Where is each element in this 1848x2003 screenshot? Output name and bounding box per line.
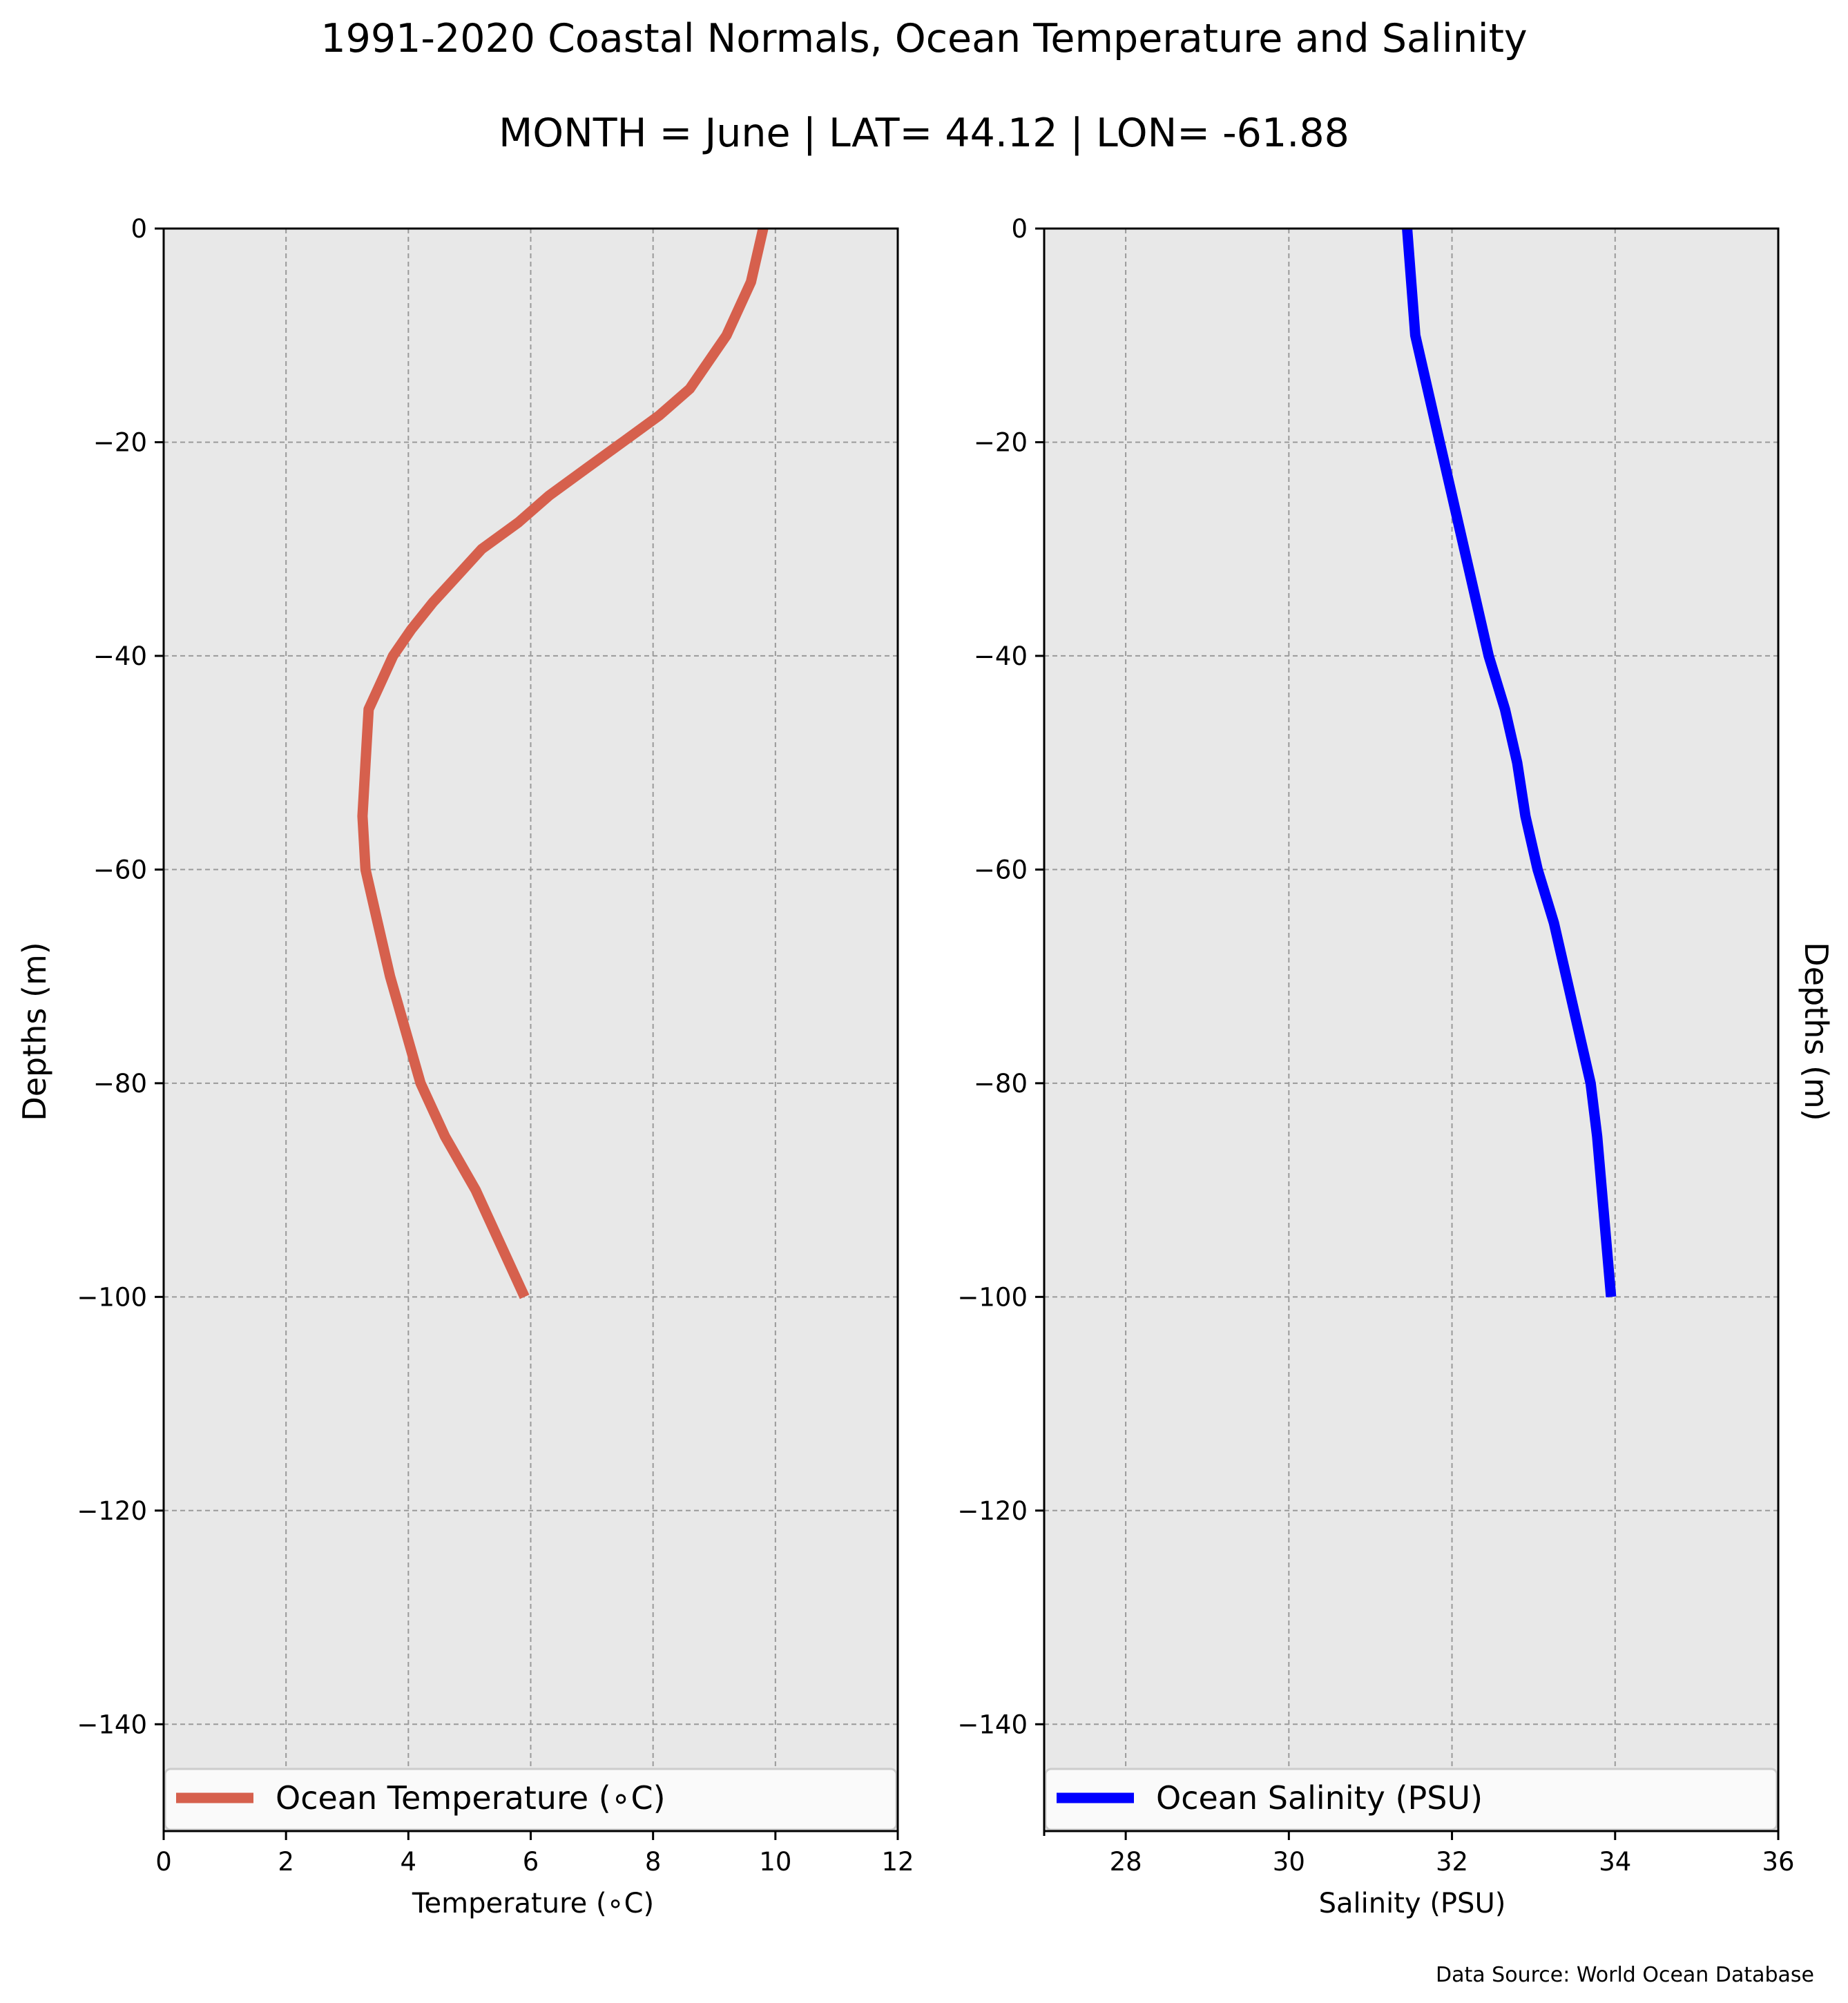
salinity-legend-label: Ocean Salinity (PSU) bbox=[1156, 1779, 1483, 1817]
temperature-y-tick-label: −60 bbox=[93, 855, 147, 884]
temperature-panel: Ocean Temperature (∘C) 0 −20 −40 −60 −80 −100 −… bbox=[77, 214, 914, 1877]
temperature-x-axis-label: Temperature (∘C) bbox=[412, 1888, 654, 1919]
temperature-legend-box bbox=[164, 1768, 898, 1831]
temperature-x-tick-label: 8 bbox=[645, 1847, 662, 1877]
temperature-y-tick-label: 0 bbox=[131, 214, 147, 244]
temperature-x-tick-label: 10 bbox=[759, 1847, 791, 1877]
salinity-y-tick-label: −100 bbox=[957, 1282, 1028, 1312]
salinity-legend-box bbox=[1044, 1768, 1778, 1831]
salinity-series-line bbox=[1402, 228, 1617, 1297]
temperature-x-tick-label: 0 bbox=[155, 1847, 172, 1877]
salinity-x-tick-label: 28 bbox=[1110, 1847, 1142, 1877]
salinity-y-tick-label: −40 bbox=[974, 641, 1028, 671]
salinity-y-tick-label: −60 bbox=[974, 855, 1028, 884]
right-y-axis-label: Depths (m) bbox=[1798, 942, 1835, 1121]
salinity-axes-frame bbox=[1043, 227, 1780, 1832]
salinity-y-tick-label: −20 bbox=[974, 427, 1028, 457]
salinity-x-tick-label: 34 bbox=[1599, 1847, 1631, 1877]
salinity-x-axis-label: Salinity (PSU) bbox=[1319, 1888, 1506, 1919]
temperature-y-tick-label: −140 bbox=[77, 1710, 147, 1739]
left-y-axis-label: Depths (m) bbox=[16, 942, 53, 1121]
salinity-plot-area bbox=[1044, 229, 1778, 1831]
salinity-y-tick-label: 0 bbox=[1011, 214, 1028, 244]
salinity-y-tick-label: −80 bbox=[974, 1069, 1028, 1099]
temperature-y-tick-label: −40 bbox=[93, 641, 147, 671]
salinity-x-tick-label: 30 bbox=[1273, 1847, 1305, 1877]
temperature-x-tick-label: 6 bbox=[523, 1847, 539, 1877]
temperature-y-tick-label: −120 bbox=[77, 1496, 147, 1526]
temperature-y-tick-label: −20 bbox=[93, 427, 147, 457]
chart-subtitle: MONTH = June | LAT= 44.12 | LON= -61.88 bbox=[499, 110, 1349, 156]
salinity-x-tick-label: 36 bbox=[1762, 1847, 1794, 1877]
salinity-legend: Ocean Salinity (PSU) bbox=[1044, 1768, 1778, 1831]
salinity-panel: Ocean Salinity (PSU) 0 −20 −40 −60 −80 −100 −12… bbox=[957, 214, 1794, 1877]
temperature-y-tick-label: −80 bbox=[93, 1069, 147, 1099]
salinity-y-tick-label: −120 bbox=[957, 1496, 1028, 1526]
salinity-x-tick-label: 32 bbox=[1436, 1847, 1468, 1877]
chart-title: 1991-2020 Coastal Normals, Ocean Tempera… bbox=[320, 16, 1527, 61]
temperature-x-tick-label: 4 bbox=[401, 1847, 417, 1877]
data-source-note: Data Source: World Ocean Database bbox=[1436, 1963, 1814, 1987]
temperature-x-tick-label: 2 bbox=[278, 1847, 294, 1877]
temperature-legend-label: Ocean Temperature (∘C) bbox=[276, 1779, 666, 1817]
temperature-y-tick-label: −100 bbox=[77, 1282, 147, 1312]
salinity-y-tick-label: −140 bbox=[957, 1710, 1028, 1739]
temperature-legend: Ocean Temperature (∘C) bbox=[164, 1768, 898, 1831]
temperature-x-tick-label: 12 bbox=[881, 1847, 914, 1877]
temperature-series-line bbox=[357, 227, 769, 1299]
